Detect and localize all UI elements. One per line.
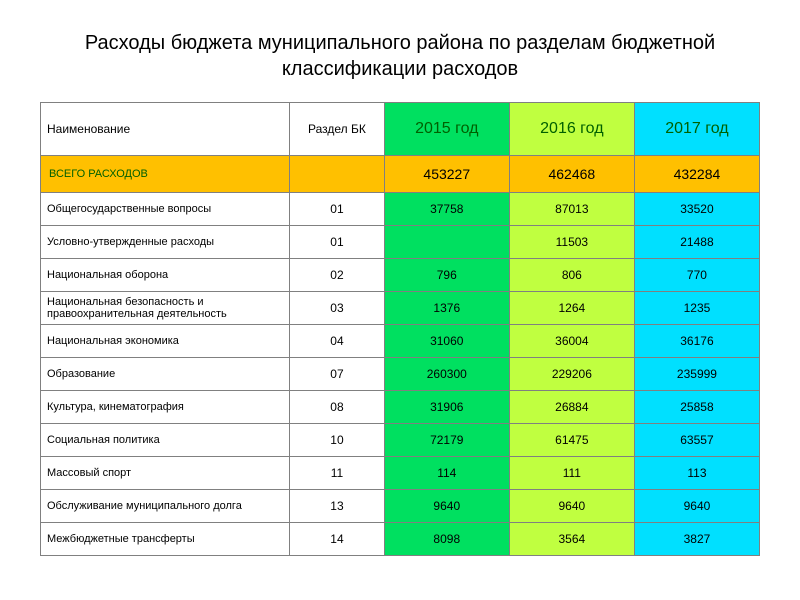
table-row: Обслуживание муниципального долга1396409… (41, 490, 760, 523)
row-2017: 33520 (634, 193, 759, 226)
table-row: Национальная безопасность и правоохранит… (41, 292, 760, 325)
row-2015: 260300 (384, 358, 509, 391)
table-row: Национальная оборона02796806770 (41, 259, 760, 292)
row-2016: 229206 (509, 358, 634, 391)
total-label: ВСЕГО РАСХОДОВ (41, 156, 290, 193)
row-2017: 770 (634, 259, 759, 292)
row-2017: 3827 (634, 523, 759, 556)
row-2015: 31060 (384, 325, 509, 358)
table-body: ВСЕГО РАСХОДОВ 453227 462468 432284 Обще… (41, 156, 760, 556)
row-2015: 796 (384, 259, 509, 292)
table-row: Социальная политика10721796147563557 (41, 424, 760, 457)
row-2015: 72179 (384, 424, 509, 457)
row-2016: 11503 (509, 226, 634, 259)
row-2017: 9640 (634, 490, 759, 523)
row-2017: 25858 (634, 391, 759, 424)
row-code: 08 (290, 391, 385, 424)
row-2015: 8098 (384, 523, 509, 556)
row-name: Культура, кинематография (41, 391, 290, 424)
row-code: 01 (290, 193, 385, 226)
table-row: Культура, кинематография0831906268842585… (41, 391, 760, 424)
row-name: Общегосударственные вопросы (41, 193, 290, 226)
header-2016: 2016 год (509, 103, 634, 156)
row-name: Массовый спорт (41, 457, 290, 490)
header-code: Раздел БК (290, 103, 385, 156)
total-row: ВСЕГО РАСХОДОВ 453227 462468 432284 (41, 156, 760, 193)
page-title: Расходы бюджета муниципального района по… (40, 30, 760, 82)
row-2017: 1235 (634, 292, 759, 325)
row-2016: 87013 (509, 193, 634, 226)
table-row: Национальная экономика04310603600436176 (41, 325, 760, 358)
row-2016: 1264 (509, 292, 634, 325)
row-code: 11 (290, 457, 385, 490)
total-2017: 432284 (634, 156, 759, 193)
row-code: 07 (290, 358, 385, 391)
header-name: Наименование (41, 103, 290, 156)
total-2015: 453227 (384, 156, 509, 193)
row-2016: 61475 (509, 424, 634, 457)
header-2017: 2017 год (634, 103, 759, 156)
row-2016: 806 (509, 259, 634, 292)
total-2016: 462468 (509, 156, 634, 193)
row-code: 03 (290, 292, 385, 325)
header-row: Наименование Раздел БК 2015 год 2016 год… (41, 103, 760, 156)
row-code: 10 (290, 424, 385, 457)
row-code: 14 (290, 523, 385, 556)
table-row: Условно-утвержденные расходы01 1150321488 (41, 226, 760, 259)
table-row: Массовый спорт11114111113 (41, 457, 760, 490)
table-row: Общегосударственные вопросы0137758870133… (41, 193, 760, 226)
row-2015: 1376 (384, 292, 509, 325)
row-2015 (384, 226, 509, 259)
row-code: 04 (290, 325, 385, 358)
row-code: 02 (290, 259, 385, 292)
row-2016: 3564 (509, 523, 634, 556)
row-name: Обслуживание муниципального долга (41, 490, 290, 523)
row-2017: 21488 (634, 226, 759, 259)
row-2016: 111 (509, 457, 634, 490)
row-2017: 113 (634, 457, 759, 490)
row-2017: 36176 (634, 325, 759, 358)
table-row: Образование07260300229206235999 (41, 358, 760, 391)
row-2016: 9640 (509, 490, 634, 523)
row-2015: 9640 (384, 490, 509, 523)
row-name: Межбюджетные трансферты (41, 523, 290, 556)
row-code: 01 (290, 226, 385, 259)
row-2016: 26884 (509, 391, 634, 424)
row-name: Социальная политика (41, 424, 290, 457)
row-2017: 235999 (634, 358, 759, 391)
row-2017: 63557 (634, 424, 759, 457)
row-name: Образование (41, 358, 290, 391)
total-code (290, 156, 385, 193)
row-name: Национальная безопасность и правоохранит… (41, 292, 290, 325)
row-name: Условно-утвержденные расходы (41, 226, 290, 259)
row-2015: 114 (384, 457, 509, 490)
row-name: Национальная экономика (41, 325, 290, 358)
row-2015: 31906 (384, 391, 509, 424)
header-2015: 2015 год (384, 103, 509, 156)
budget-table: Наименование Раздел БК 2015 год 2016 год… (40, 102, 760, 556)
table-row: Межбюджетные трансферты14809835643827 (41, 523, 760, 556)
row-2015: 37758 (384, 193, 509, 226)
row-2016: 36004 (509, 325, 634, 358)
row-code: 13 (290, 490, 385, 523)
row-name: Национальная оборона (41, 259, 290, 292)
